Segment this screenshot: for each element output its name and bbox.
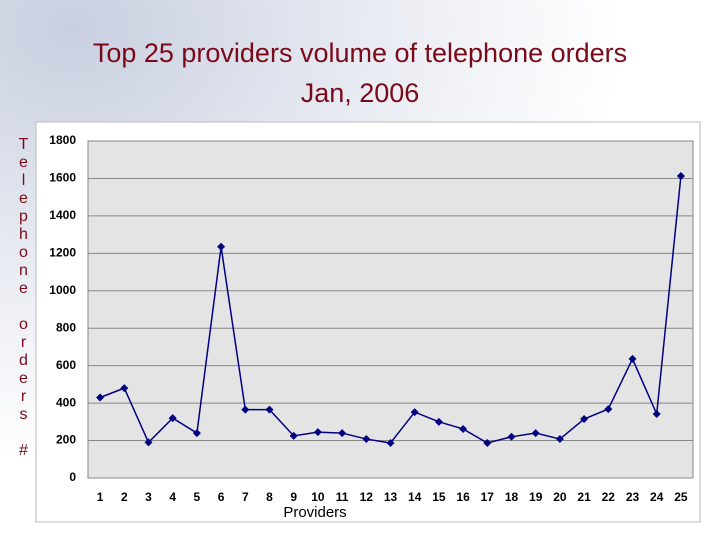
- y-axis-label: Telephone orders #: [15, 136, 32, 460]
- x-tick-label: 21: [577, 490, 591, 504]
- data-point: [241, 405, 250, 414]
- data-point: [676, 172, 685, 181]
- data-point: [338, 429, 347, 438]
- x-tick-label: 18: [505, 490, 519, 504]
- x-tick-label: 9: [290, 490, 297, 504]
- data-point: [192, 429, 201, 438]
- y-tick-label: 1800: [49, 133, 76, 147]
- x-tick-label: 25: [674, 490, 688, 504]
- data-point: [289, 431, 298, 440]
- x-tick-label: 2: [121, 490, 128, 504]
- data-point: [386, 438, 395, 447]
- x-tick-label: 10: [311, 490, 325, 504]
- y-tick-label: 0: [69, 470, 76, 484]
- x-tick-label: 5: [194, 490, 201, 504]
- x-tick-label: 17: [481, 490, 495, 504]
- x-tick-label: 6: [218, 490, 225, 504]
- chart-subtitle: Jan, 2006: [300, 78, 420, 108]
- x-tick-label: 19: [529, 490, 543, 504]
- x-axis-label: Providers: [283, 504, 346, 521]
- data-point: [555, 435, 564, 444]
- data-point: [96, 393, 105, 402]
- data-point: [410, 408, 419, 417]
- data-point: [483, 438, 492, 447]
- data-point: [144, 438, 153, 447]
- x-tick-label: 15: [432, 490, 446, 504]
- data-point: [580, 415, 589, 424]
- chart-title: Top 25 providers volume of telephone ord…: [92, 38, 628, 68]
- x-tick-label: 1: [97, 490, 104, 504]
- x-tick-label: 24: [650, 490, 664, 504]
- data-point: [628, 354, 637, 363]
- x-tick-label: 8: [266, 490, 273, 504]
- data-point: [604, 405, 613, 414]
- y-tick-label: 600: [56, 358, 76, 372]
- y-tick-label: 800: [56, 320, 76, 334]
- data-point: [313, 428, 322, 437]
- x-tick-label: 16: [456, 490, 470, 504]
- data-point: [265, 405, 274, 414]
- plot-area: [87, 140, 694, 479]
- x-tick-label: 12: [360, 490, 374, 504]
- data-point: [362, 435, 371, 444]
- x-tick-label: 13: [384, 490, 398, 504]
- x-tick-label: 3: [145, 490, 152, 504]
- x-tick-label: 14: [408, 490, 422, 504]
- x-tick-label: 7: [242, 490, 249, 504]
- data-point: [120, 384, 129, 393]
- x-tick-label: 23: [626, 490, 640, 504]
- data-point: [168, 414, 177, 423]
- x-tick-label: 20: [553, 490, 567, 504]
- y-tick-label: 1400: [49, 208, 76, 222]
- data-point: [652, 409, 661, 418]
- y-tick-label: 200: [56, 433, 76, 447]
- data-point: [531, 429, 540, 438]
- data-point: [434, 417, 443, 426]
- x-tick-label: 22: [602, 490, 616, 504]
- data-point: [507, 432, 516, 441]
- x-tick-label: 4: [169, 490, 176, 504]
- data-point: [459, 424, 468, 433]
- y-tick-label: 1600: [49, 171, 76, 185]
- y-tick-label: 1000: [49, 283, 76, 297]
- x-tick-label: 11: [336, 490, 349, 504]
- y-tick-label: 400: [56, 395, 76, 409]
- y-tick-label: 1200: [49, 246, 76, 260]
- data-point: [217, 242, 226, 251]
